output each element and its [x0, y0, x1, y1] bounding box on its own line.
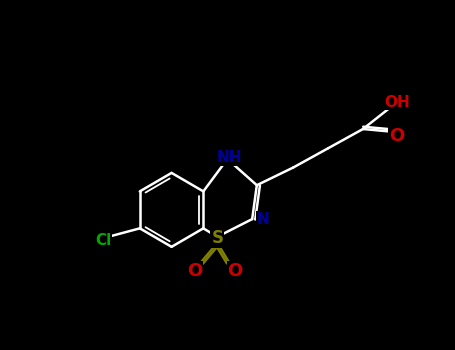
Text: S: S: [211, 229, 223, 247]
Text: N: N: [257, 212, 269, 226]
Text: NH: NH: [216, 150, 242, 165]
Text: O: O: [228, 262, 243, 280]
Text: O: O: [187, 262, 202, 280]
Text: Cl: Cl: [95, 233, 111, 248]
Text: O: O: [389, 127, 404, 145]
Text: OH: OH: [384, 94, 410, 110]
